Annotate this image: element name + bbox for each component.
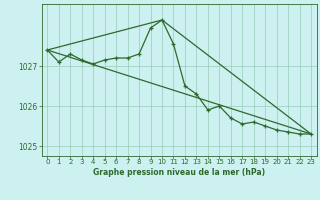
X-axis label: Graphe pression niveau de la mer (hPa): Graphe pression niveau de la mer (hPa)	[93, 168, 265, 177]
